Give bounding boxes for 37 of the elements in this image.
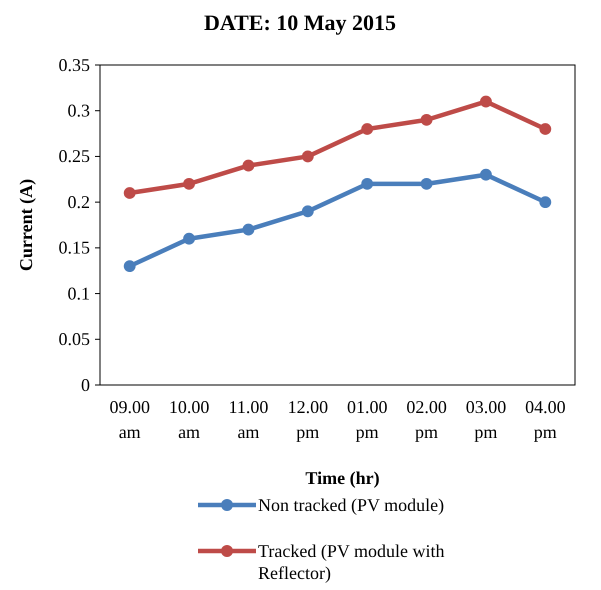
y-tick-label: 0 — [81, 374, 90, 395]
point — [361, 123, 374, 135]
y-tick-label: 0.1 — [68, 283, 90, 304]
y-tick-label: 0.05 — [58, 329, 90, 350]
y-tick-label: 0.15 — [58, 238, 90, 258]
y-tick-label: 0.35 — [58, 54, 90, 75]
point — [242, 224, 254, 236]
point — [302, 150, 314, 162]
y-tick-label: 0.3 — [68, 100, 90, 120]
point — [183, 232, 195, 245]
y-tick-label: 0.2 — [68, 192, 90, 212]
point — [302, 205, 314, 218]
x-tick-label: 02.00 pm — [406, 397, 447, 442]
point — [480, 168, 492, 181]
x-axis-title: Time (hr) — [305, 468, 380, 488]
point — [124, 260, 136, 272]
legend-label: Tracked (PV module with Reflector) — [258, 541, 444, 583]
x-tick-label: 01.00 pm — [346, 397, 388, 442]
point — [539, 123, 552, 135]
y-tick-label: 0.25 — [58, 146, 90, 166]
chart-title: DATE: 10 May 2015 — [204, 10, 396, 35]
y-axis-title: Current (A) — [16, 178, 36, 272]
point — [420, 178, 432, 190]
legend-label: Non tracked (PV module) — [258, 495, 444, 515]
point — [242, 160, 254, 172]
x-tick-label: 03.00 pm — [466, 397, 506, 442]
point — [361, 178, 374, 190]
x-tick-label: 10.00 am — [168, 397, 210, 442]
point — [480, 96, 492, 108]
point — [539, 196, 552, 208]
x-tick-label: 12.00 pm — [288, 397, 328, 442]
x-tick-label: 11.00 am — [228, 397, 268, 442]
point — [420, 114, 432, 126]
x-tick-label: 09.00 am — [109, 397, 150, 442]
x-tick-label: 04.00 pm — [525, 397, 566, 442]
point — [124, 187, 136, 199]
point — [183, 178, 195, 190]
